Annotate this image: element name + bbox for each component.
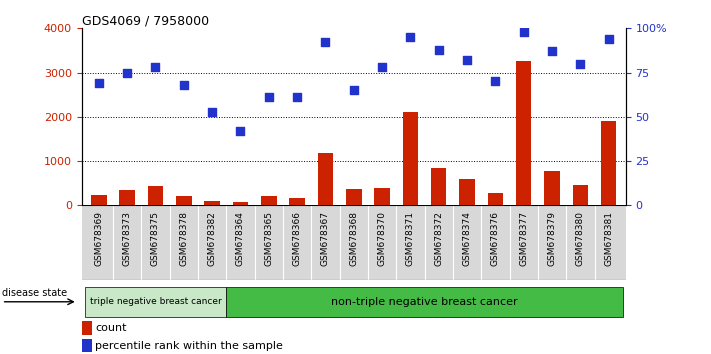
Bar: [601, 121, 616, 205]
Text: GSM678368: GSM678368: [349, 211, 358, 266]
Text: GSM678369: GSM678369: [95, 211, 103, 266]
Bar: [431, 168, 447, 205]
Point: [150, 64, 161, 70]
Text: GSM678380: GSM678380: [576, 211, 585, 266]
Text: GSM678375: GSM678375: [151, 211, 160, 266]
Bar: [402, 113, 418, 205]
Point: [574, 61, 586, 67]
Point: [546, 48, 557, 54]
Text: GSM678365: GSM678365: [264, 211, 273, 266]
Bar: [91, 195, 107, 205]
Bar: [488, 193, 503, 205]
Point: [93, 80, 105, 86]
Bar: [232, 202, 248, 205]
Point: [263, 95, 274, 100]
Point: [518, 29, 530, 35]
Point: [292, 95, 303, 100]
Bar: [544, 171, 560, 205]
Bar: [119, 190, 135, 205]
Point: [122, 70, 133, 75]
Text: GSM678382: GSM678382: [208, 211, 217, 266]
Text: GSM678372: GSM678372: [434, 211, 443, 266]
Text: disease state: disease state: [1, 288, 67, 298]
Text: GDS4069 / 7958000: GDS4069 / 7958000: [82, 14, 209, 27]
Text: triple negative breast cancer: triple negative breast cancer: [90, 297, 221, 306]
Point: [405, 34, 416, 40]
Text: GSM678376: GSM678376: [491, 211, 500, 266]
Bar: [516, 61, 532, 205]
Text: GSM678377: GSM678377: [519, 211, 528, 266]
Point: [206, 109, 218, 114]
Bar: [459, 179, 475, 205]
Text: GSM678367: GSM678367: [321, 211, 330, 266]
Text: GSM678366: GSM678366: [292, 211, 301, 266]
Point: [461, 57, 473, 63]
Bar: [318, 153, 333, 205]
Bar: [374, 188, 390, 205]
Bar: [289, 198, 305, 205]
Point: [235, 128, 246, 134]
Text: GSM678379: GSM678379: [547, 211, 557, 266]
Point: [320, 40, 331, 45]
Bar: [346, 188, 361, 205]
Text: GSM678381: GSM678381: [604, 211, 613, 266]
Bar: [148, 186, 164, 205]
Text: count: count: [95, 323, 127, 333]
Text: GSM678364: GSM678364: [236, 211, 245, 266]
Text: non-triple negative breast cancer: non-triple negative breast cancer: [331, 297, 518, 307]
Bar: [176, 195, 191, 205]
Point: [376, 64, 387, 70]
Text: percentile rank within the sample: percentile rank within the sample: [95, 341, 283, 350]
Point: [433, 47, 444, 52]
Point: [178, 82, 189, 88]
Text: GSM678374: GSM678374: [463, 211, 471, 266]
Bar: [85, 287, 226, 317]
Bar: [226, 287, 623, 317]
Point: [603, 36, 614, 42]
Bar: [82, 339, 92, 352]
Bar: [82, 321, 92, 335]
Text: GSM678371: GSM678371: [406, 211, 415, 266]
Text: GSM678373: GSM678373: [122, 211, 132, 266]
Bar: [204, 201, 220, 205]
Text: GSM678370: GSM678370: [378, 211, 387, 266]
Point: [490, 79, 501, 84]
Text: GSM678378: GSM678378: [179, 211, 188, 266]
Bar: [261, 196, 277, 205]
Bar: [572, 185, 588, 205]
Point: [348, 87, 359, 93]
